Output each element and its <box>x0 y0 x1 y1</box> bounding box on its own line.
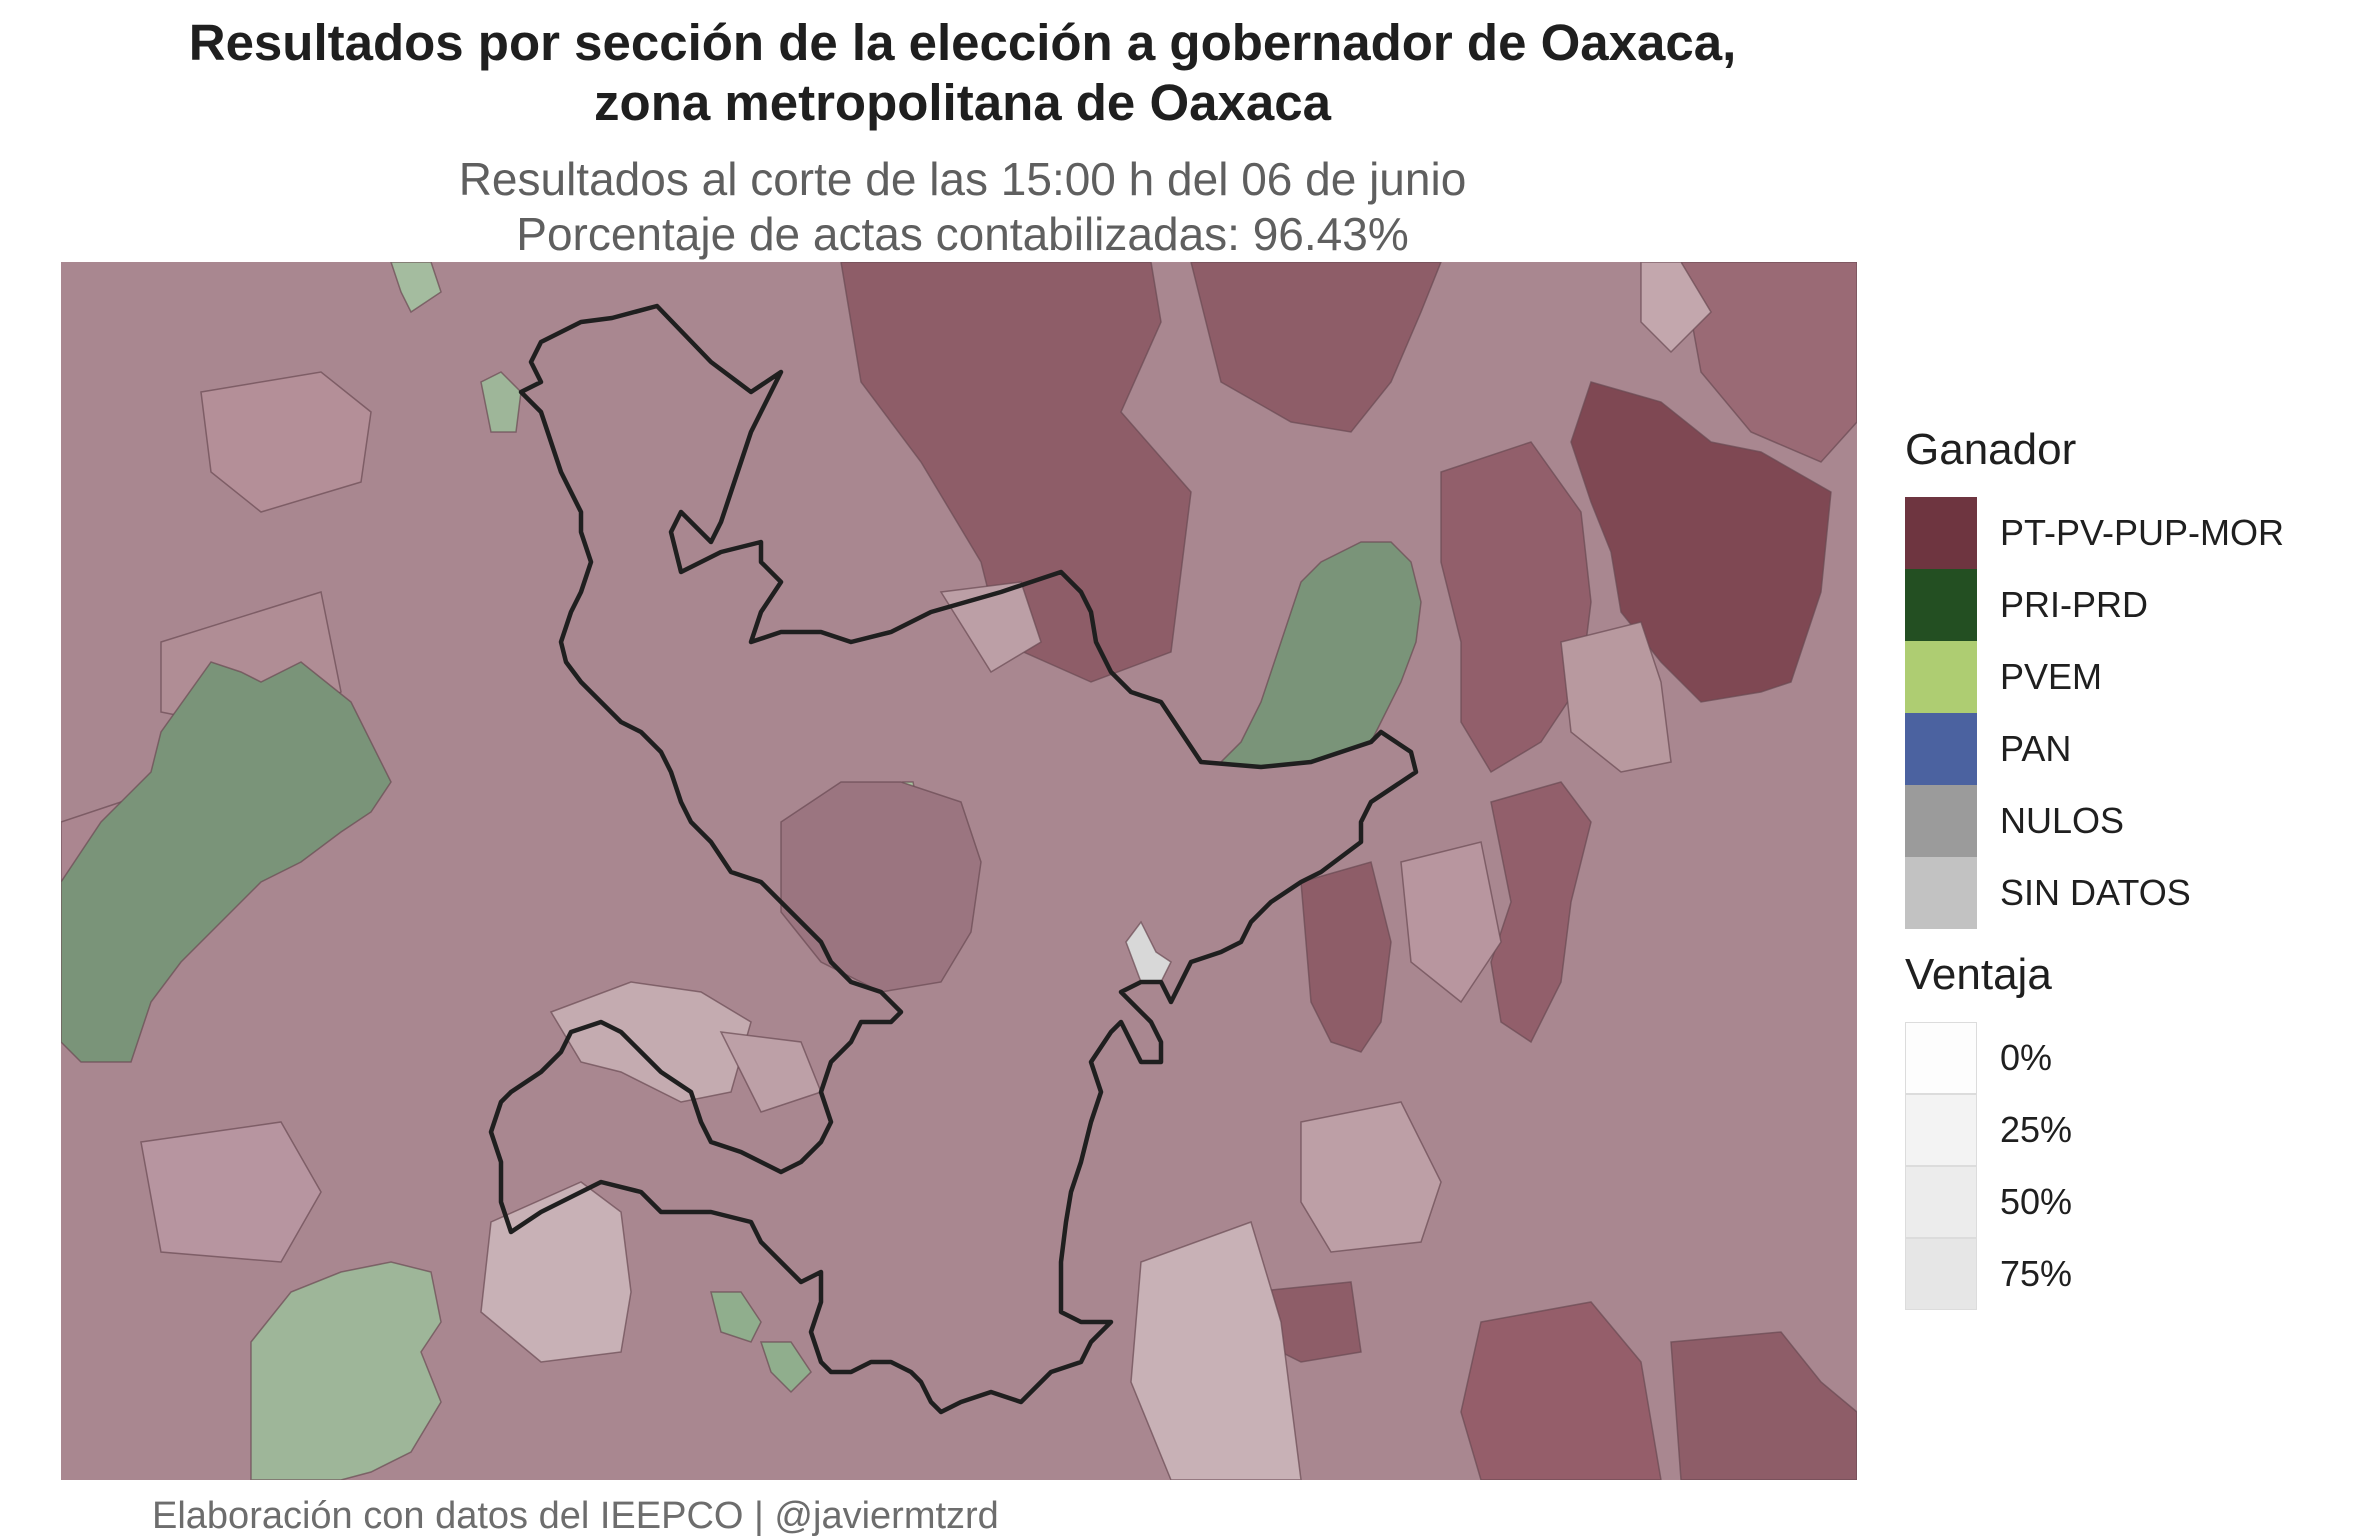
legend-margin-swatch <box>1905 1166 1977 1238</box>
map-canvas <box>61 262 1857 1480</box>
legend-margin-swatch <box>1905 1238 1977 1310</box>
region-east-strong-1 <box>1440 441 1592 774</box>
region-pri-prd-west <box>61 661 392 1063</box>
region-far-ne <box>1680 262 1857 463</box>
map-title-line-1: Resultados por sección de la elección a … <box>188 14 1737 71</box>
legend-margin-label: 75% <box>2000 1253 2073 1294</box>
legend-margin-swatch <box>1905 1022 1977 1094</box>
region-north-strong-2 <box>1190 262 1442 433</box>
legend-winner-label: PT-PV-PUP-MOR <box>2000 512 2285 553</box>
metropolitan-zone-boundary <box>488 303 1419 1415</box>
region-east-mid-light <box>1400 841 1502 1004</box>
region-north-strong-1 <box>840 262 1192 683</box>
region-ne-strong <box>1570 381 1832 703</box>
region-pvem-north-2 <box>390 262 442 314</box>
map-subtitle-cutoff-time: Resultados al corte de las 15:00 h del 0… <box>458 153 1467 205</box>
legend-winner-label: NULOS <box>2000 800 2125 841</box>
legend-winner-swatch <box>1905 713 1977 785</box>
region-pvem-south-3 <box>759 1341 812 1394</box>
region-light-ne-2 <box>1640 262 1712 354</box>
region-pvem-south-2 <box>710 1291 762 1343</box>
region-sw-light <box>140 1121 322 1263</box>
region-pvem-south-1 <box>250 1261 442 1480</box>
source-caption: Elaboración con datos del IEEPCO | @javi… <box>152 1495 999 1537</box>
legend-winner-label: PRI-PRD <box>2000 584 2149 625</box>
region-urban-core <box>780 781 982 993</box>
region-east-strong-3 <box>1300 861 1392 1053</box>
legend-margin-label: 50% <box>2000 1181 2073 1222</box>
region-pvem-north-1 <box>480 371 522 433</box>
map-title-line-2: zona metropolitana de Oaxaca <box>594 74 1331 131</box>
region-light-north <box>939 581 1042 674</box>
legend-winner-swatch <box>1905 641 1977 713</box>
region-center-light-1 <box>549 981 752 1103</box>
legend-winner-swatch <box>1905 857 1977 929</box>
legend-winner-title: Ganador <box>1905 425 2077 474</box>
map-subtitle-actas-percentage: Porcentaje de actas contabilizadas: 96.4… <box>516 208 1409 260</box>
region-south-light-2 <box>1130 1221 1302 1480</box>
region-east-strong-2 <box>1490 781 1592 1044</box>
legend-winner-swatch <box>1905 497 1977 569</box>
legend-margin-title: Ventaja <box>1905 950 2052 999</box>
legend-winner-swatch <box>1905 569 1977 641</box>
region-se-strong-2 <box>1670 1331 1857 1480</box>
legend-winner-swatch <box>1905 785 1977 857</box>
legend-margin-label: 0% <box>2000 1037 2053 1078</box>
region-nw-light-1 <box>200 371 372 513</box>
choropleth-map <box>61 262 1857 1480</box>
region-se-light-1 <box>1300 1101 1442 1253</box>
region-se-strong <box>1460 1301 1662 1480</box>
legend-margin-swatch <box>1905 1094 1977 1166</box>
legend-winner-label: SIN DATOS <box>2000 872 2191 913</box>
legend-winner-label: PAN <box>2000 728 2072 769</box>
legend-margin-label: 25% <box>2000 1109 2073 1150</box>
region-ne-light <box>1560 621 1672 773</box>
legend-winner-label: PVEM <box>2000 656 2103 697</box>
